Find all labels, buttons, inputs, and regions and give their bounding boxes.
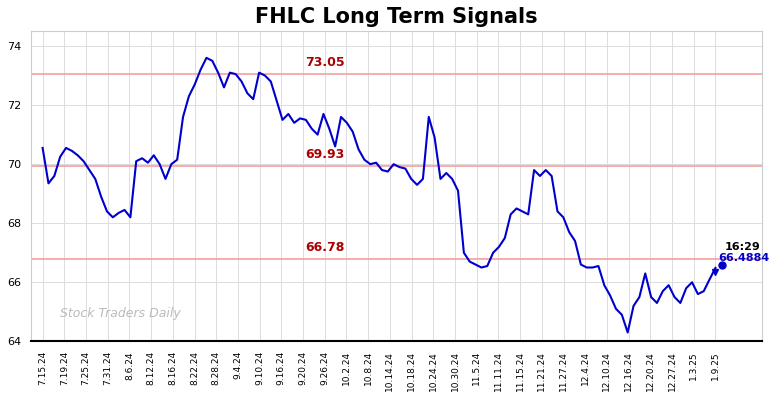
Text: 16:29: 16:29 [724,242,760,252]
Title: FHLC Long Term Signals: FHLC Long Term Signals [256,7,538,27]
Text: 73.05: 73.05 [306,56,345,69]
Text: 66.4884: 66.4884 [718,254,770,263]
Text: 69.93: 69.93 [306,148,345,161]
Text: Stock Traders Daily: Stock Traders Daily [60,306,181,320]
Text: 66.78: 66.78 [306,241,345,254]
